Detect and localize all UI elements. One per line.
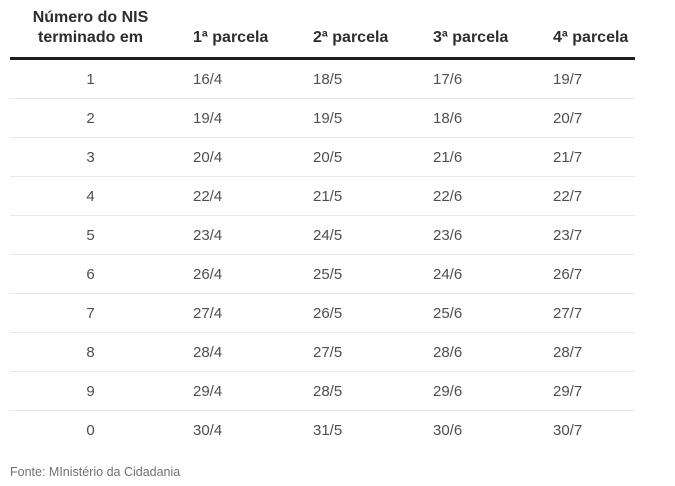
parcela-4-cell: 20/7 <box>553 98 635 138</box>
parcela-1-cell: 28/4 <box>193 332 313 372</box>
parcela-2-cell: 31/5 <box>313 410 433 449</box>
header-nis-line1: Número do NIS <box>32 9 149 26</box>
parcela-2-cell: 19/5 <box>313 98 433 138</box>
source-note: Fonte: MInistério da Cidadania <box>10 465 181 479</box>
table-row: 7 27/4 26/5 25/6 27/7 <box>10 293 635 333</box>
nis-digit-cell: 0 <box>10 410 193 449</box>
nis-digit-cell: 3 <box>10 137 193 177</box>
parcela-1-cell: 16/4 <box>193 70 223 88</box>
nis-parcelas-table: Número do NIS terminado em 1ª parcela 2ª… <box>10 8 635 449</box>
parcela-3-cell: 28/6 <box>433 332 553 372</box>
parcela-4-cell: 30/7 <box>553 410 635 449</box>
table-row: 3 20/4 20/5 21/6 21/7 <box>10 137 635 177</box>
parcela-3-cell: 30/6 <box>433 410 553 449</box>
parcela-3-cell: 18/6 <box>433 98 553 138</box>
nis-digit-cell: 1 <box>86 70 95 88</box>
table-row: 8 28/4 27/5 28/6 28/7 <box>10 332 635 372</box>
parcela-4-cell: 19/7 <box>553 70 583 88</box>
parcela-2-cell: 20/5 <box>313 137 433 177</box>
header-parcela-2: 2ª parcela <box>313 8 433 60</box>
parcela-1-cell: 23/4 <box>193 215 313 255</box>
parcela-4-cell: 29/7 <box>553 371 635 411</box>
header-row: Número do NIS terminado em 1ª parcela 2ª… <box>10 8 635 60</box>
table-body: 1 16/4 18/5 17/6 19/7 2 19/4 19/5 18/6 2… <box>10 59 635 449</box>
parcela-1-cell: 29/4 <box>193 371 313 411</box>
table-row: 4 22/4 21/5 22/6 22/7 <box>10 176 635 216</box>
table-row: 1 16/4 18/5 17/6 19/7 <box>10 59 635 99</box>
parcela-2-cell: 21/5 <box>313 176 433 216</box>
parcela-4-cell: 22/7 <box>553 176 635 216</box>
parcela-2-cell: 18/5 <box>313 70 343 88</box>
header-nis: Número do NIS terminado em <box>10 8 193 60</box>
nis-digit-cell: 8 <box>10 332 193 372</box>
parcela-4-cell: 26/7 <box>553 254 635 294</box>
parcela-2-cell: 28/5 <box>313 371 433 411</box>
nis-digit-cell: 4 <box>10 176 193 216</box>
table-row: 2 19/4 19/5 18/6 20/7 <box>10 98 635 138</box>
header-nis-line2: terminado em <box>38 29 143 46</box>
parcela-2-cell: 26/5 <box>313 293 433 333</box>
header-parcela-1: 1ª parcela <box>193 8 313 60</box>
parcela-1-cell: 26/4 <box>193 254 313 294</box>
parcela-3-cell: 22/6 <box>433 176 553 216</box>
parcela-2-cell: 25/5 <box>313 254 433 294</box>
parcela-1-cell: 19/4 <box>193 98 313 138</box>
nis-digit-cell: 7 <box>10 293 193 333</box>
table-row: 6 26/4 25/5 24/6 26/7 <box>10 254 635 294</box>
parcela-3-cell: 17/6 <box>433 70 463 88</box>
nis-digit-cell: 9 <box>10 371 193 411</box>
parcela-4-cell: 21/7 <box>553 137 635 177</box>
parcela-3-cell: 25/6 <box>433 293 553 333</box>
parcela-3-cell: 24/6 <box>433 254 553 294</box>
parcela-4-cell: 23/7 <box>553 215 635 255</box>
parcela-3-cell: 21/6 <box>433 137 553 177</box>
nis-digit-cell: 6 <box>10 254 193 294</box>
table-header: Número do NIS terminado em 1ª parcela 2ª… <box>10 8 635 60</box>
parcela-3-cell: 29/6 <box>433 371 553 411</box>
parcela-1-cell: 22/4 <box>193 176 313 216</box>
table-row: 0 30/4 31/5 30/6 30/7 <box>10 410 635 449</box>
parcela-1-cell: 30/4 <box>193 410 313 449</box>
parcela-2-cell: 24/5 <box>313 215 433 255</box>
parcela-4-cell: 27/7 <box>553 293 635 333</box>
nis-digit-cell: 2 <box>10 98 193 138</box>
parcela-2-cell: 27/5 <box>313 332 433 372</box>
parcela-3-cell: 23/6 <box>433 215 553 255</box>
table-row: 9 29/4 28/5 29/6 29/7 <box>10 371 635 411</box>
parcela-1-cell: 20/4 <box>193 137 313 177</box>
parcela-1-cell: 27/4 <box>193 293 313 333</box>
table-row: 5 23/4 24/5 23/6 23/7 <box>10 215 635 255</box>
header-parcela-3: 3ª parcela <box>433 8 553 60</box>
parcela-4-cell: 28/7 <box>553 332 635 372</box>
nis-digit-cell: 5 <box>10 215 193 255</box>
header-parcela-4: 4ª parcela <box>553 8 635 60</box>
